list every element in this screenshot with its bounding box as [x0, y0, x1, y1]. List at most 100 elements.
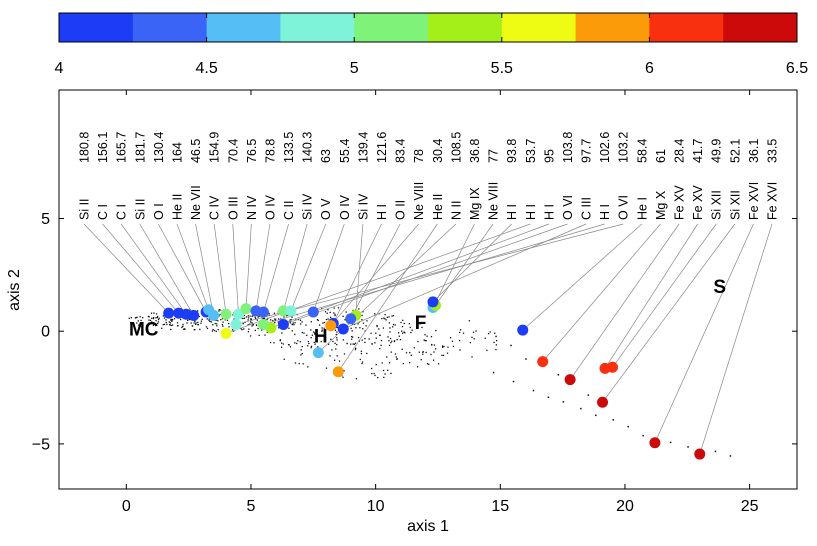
scatter-dot: [314, 333, 317, 335]
leader-line: [139, 223, 194, 316]
scatter-dot: [195, 323, 197, 325]
scatter-dot: [336, 331, 338, 333]
region-label: F: [415, 313, 427, 334]
scatter-dot: [333, 307, 335, 309]
marker-h-i-102_6: [257, 318, 269, 330]
scatter-dot: [247, 319, 249, 321]
scatter-dot: [424, 339, 426, 342]
leader-line: [604, 223, 698, 369]
scatter-dot: [130, 317, 132, 319]
scatter-dot: [248, 328, 250, 330]
scatter-dot: [393, 340, 396, 343]
wavelength-label: 70.4: [226, 139, 240, 163]
marker-he-ii-30_4: [332, 366, 344, 378]
leader-line: [245, 223, 252, 309]
scatter-dot: [293, 324, 295, 326]
wavelength-label: 76.5: [245, 139, 259, 163]
marker-c-iv-154_9: [220, 308, 232, 320]
leader-line: [699, 223, 773, 455]
scatter-dot: [205, 326, 208, 328]
scatter-dot: [435, 329, 437, 332]
scatter-dot: [452, 345, 455, 348]
scatter-dot: [402, 362, 405, 365]
scatter-dot: [323, 321, 326, 324]
scatter-dot: [371, 372, 373, 375]
wavelength-label: 36.1: [747, 139, 761, 163]
scatter-dot: [173, 318, 176, 320]
scatter-dot: [358, 340, 360, 342]
scatter-dot: [268, 312, 270, 315]
scatter-dot: [163, 323, 166, 326]
scatter-dot: [206, 318, 208, 320]
y-tick-label: 0: [41, 324, 50, 341]
ion-label: H I: [375, 204, 389, 220]
wavelength-label: 95: [542, 149, 556, 163]
scatter-dot: [395, 356, 397, 358]
wavelength-label: 140.3: [301, 132, 315, 163]
colorbar-segment: [501, 13, 577, 42]
ion-label: O IV: [263, 194, 277, 220]
scatter-dot: [322, 334, 324, 337]
leader-line: [337, 223, 438, 372]
scatter-dot: [130, 323, 132, 325]
scatter-dot: [612, 419, 614, 421]
scatter-dot: [217, 329, 219, 331]
wavelength-label: 154.9: [208, 132, 222, 163]
scatter-dot: [264, 334, 266, 336]
leader-line: [612, 223, 717, 368]
scatter-dot: [390, 341, 392, 344]
scatter-dot: [313, 341, 315, 344]
scatter-dot: [361, 339, 363, 341]
scatter-dot: [153, 323, 155, 326]
scatter-dot: [194, 320, 196, 322]
marker-o-vi-103_2: [230, 318, 242, 330]
colorbar-tick-label: 6: [645, 60, 654, 77]
scatter-dot: [413, 347, 415, 349]
scatter-dot: [323, 327, 325, 329]
scatter-dot: [459, 329, 462, 331]
scatter-dot: [316, 318, 319, 321]
ion-label: C III: [580, 197, 594, 220]
scatter-dot: [243, 328, 245, 330]
scatter-dot: [220, 318, 222, 321]
scatter-dot: [298, 362, 300, 365]
scatter-dot: [274, 321, 276, 324]
wavelength-label: 78.8: [263, 139, 277, 163]
scatter-dot: [326, 312, 328, 314]
marker-fe-xvi-36_1: [649, 437, 661, 449]
ion-label: O V: [319, 198, 333, 220]
scatter-dot: [397, 332, 400, 334]
scatter-dot: [381, 362, 383, 364]
scatter-dot: [168, 321, 171, 323]
scatter-dot: [289, 322, 292, 324]
scatter-dot: [294, 322, 296, 324]
wavelength-label: 108.5: [449, 132, 463, 163]
marker-h-i-93_8: [427, 296, 439, 308]
scatter-dot: [134, 317, 137, 319]
scatter-dot: [337, 307, 340, 309]
ion-label: Ne VIII: [412, 182, 426, 220]
scatter-dot: [364, 338, 366, 340]
leader-line: [542, 223, 661, 362]
scatter-dot: [254, 329, 256, 332]
scatter-dot: [366, 320, 368, 322]
leader-line: [255, 223, 271, 311]
scatter-dot: [392, 326, 394, 328]
wavelength-label: 41.7: [691, 139, 705, 163]
scatter-dot: [218, 310, 220, 312]
ion-label: Ne VII: [189, 185, 203, 220]
scatter-dot: [416, 366, 419, 368]
scatter-dot: [311, 334, 313, 336]
scatter-dot: [301, 321, 303, 323]
scatter-dot: [219, 313, 221, 316]
scatter-dot: [254, 316, 256, 318]
scatter-dot: [329, 316, 332, 318]
ion-label: Si XII: [728, 190, 742, 220]
leader-line: [290, 223, 327, 312]
scatter-dot: [155, 320, 157, 322]
scatter-dot: [387, 336, 389, 338]
scatter-dot: [350, 343, 352, 345]
scatter-dot: [294, 342, 296, 344]
y-tick-label: −5: [32, 436, 50, 453]
scatter-dot: [433, 351, 435, 353]
